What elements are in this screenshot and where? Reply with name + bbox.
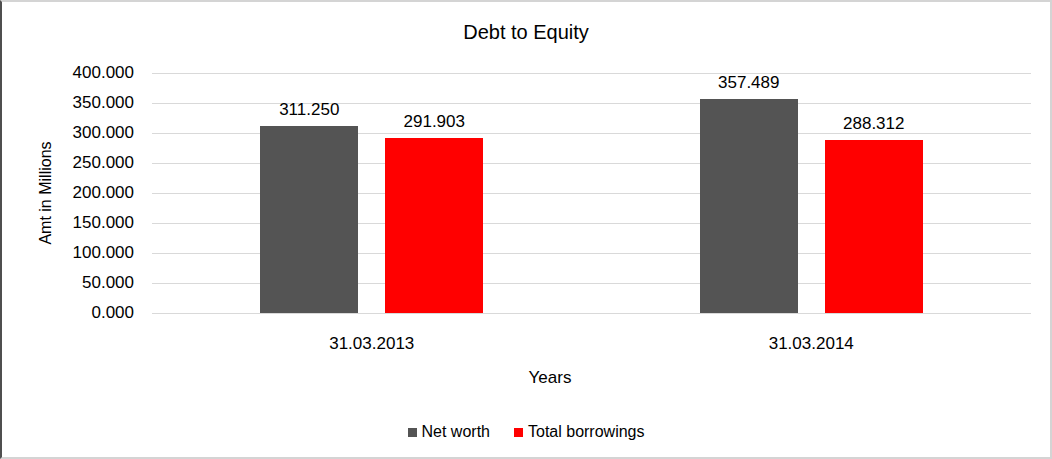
legend-marker-icon	[514, 428, 523, 437]
y-tick-label: 150.000	[2, 213, 134, 233]
y-tick-label: 250.000	[2, 153, 134, 173]
y-tick-label: 200.000	[2, 183, 134, 203]
x-tick-label: 31.03.2014	[711, 334, 911, 354]
y-tick-label: 350.000	[2, 93, 134, 113]
legend-item-net-worth[interactable]: Net worth	[408, 423, 490, 441]
legend-label: Net worth	[422, 423, 490, 441]
y-tick-label: 0.000	[2, 303, 134, 323]
legend-marker-icon	[408, 428, 417, 437]
chart-title: Debt to Equity	[2, 20, 1050, 44]
legend-label: Total borrowings	[528, 423, 645, 441]
y-tick-label: 50.000	[2, 273, 134, 293]
bar-total-borrowings[interactable]	[385, 138, 483, 313]
x-tick-label: 31.03.2013	[272, 334, 472, 354]
gridline	[152, 73, 1031, 74]
bar-net-worth[interactable]	[260, 126, 358, 313]
legend: Net worth Total borrowings	[2, 423, 1050, 441]
y-tick-label: 400.000	[2, 63, 134, 83]
x-axis-title: Years	[529, 368, 572, 388]
data-label: 311.250	[239, 100, 379, 120]
data-label: 357.489	[679, 73, 819, 93]
data-label: 291.903	[364, 112, 504, 132]
y-tick-label: 100.000	[2, 243, 134, 263]
debt-to-equity-chart: Debt to Equity Amt in Millions 0.00050.0…	[0, 0, 1052, 459]
bar-total-borrowings[interactable]	[825, 140, 923, 313]
y-tick-label: 300.000	[2, 123, 134, 143]
legend-item-total-borrowings[interactable]: Total borrowings	[514, 423, 645, 441]
data-label: 288.312	[804, 114, 944, 134]
bar-net-worth[interactable]	[700, 99, 798, 313]
